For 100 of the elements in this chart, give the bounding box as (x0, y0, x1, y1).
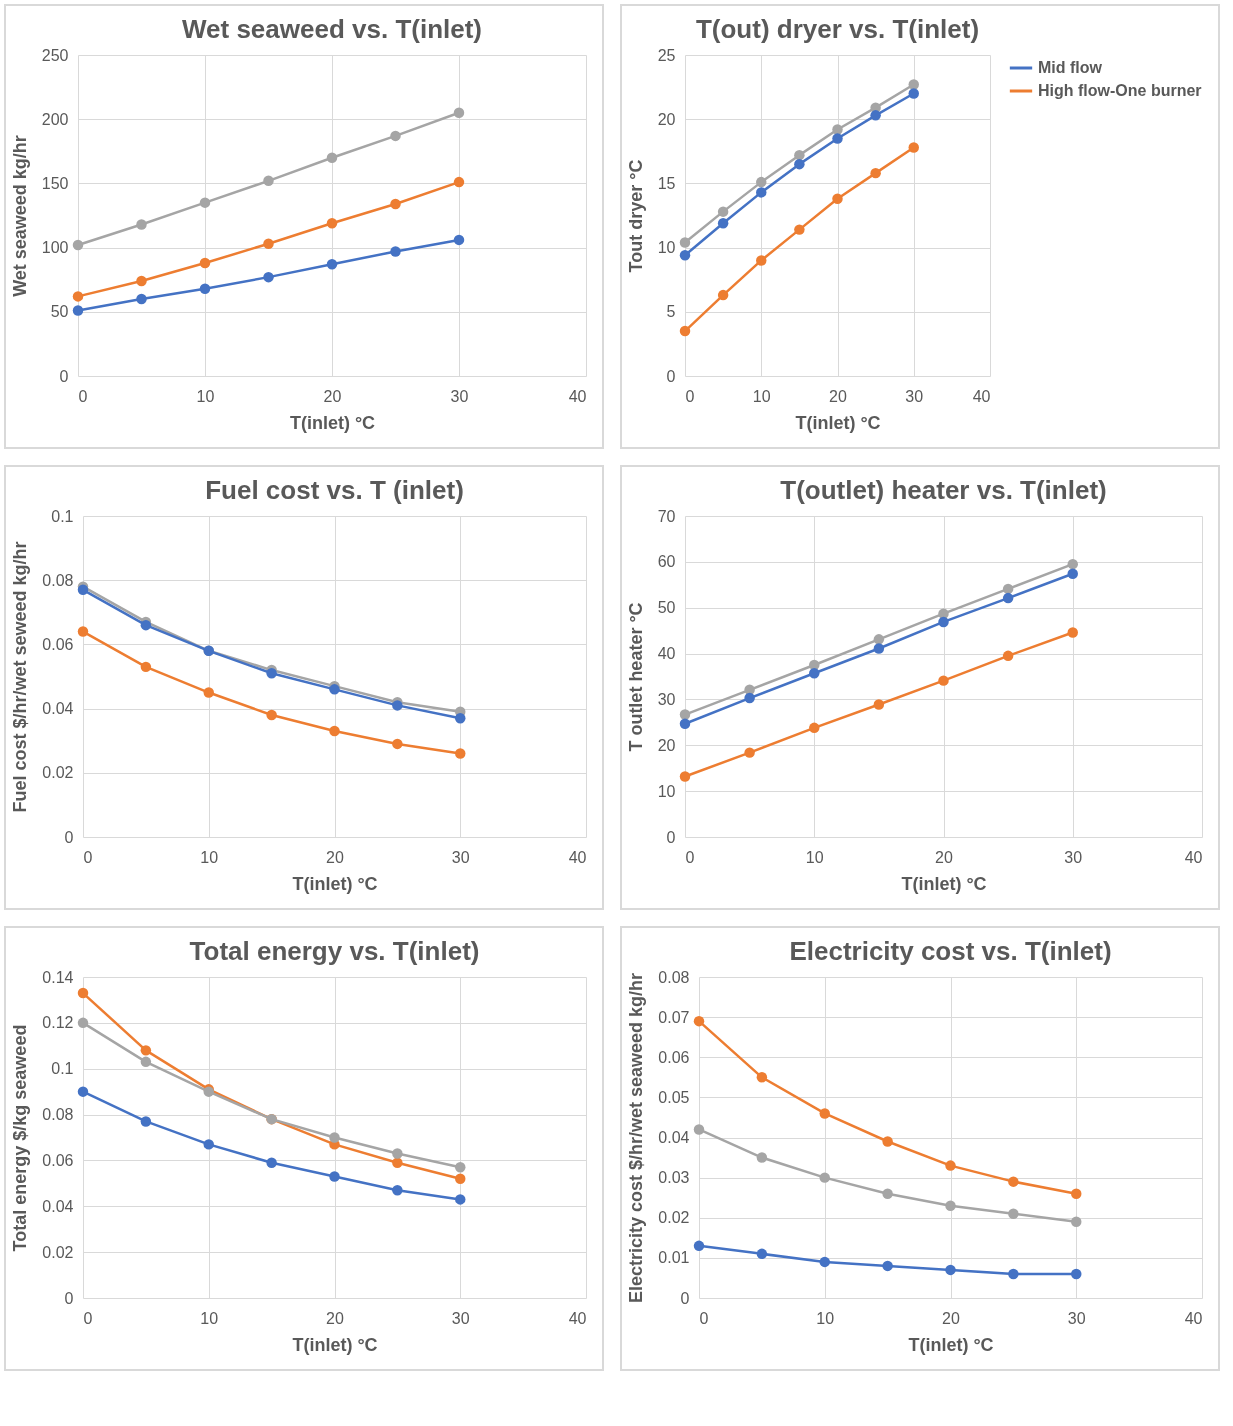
point (945, 1200, 956, 1211)
point (199, 283, 211, 294)
point (679, 771, 691, 782)
x-axis-title: T(inlet) °C (901, 873, 987, 894)
y-tick-label: 0 (64, 828, 74, 846)
point (832, 193, 843, 205)
y-tick-label: 25 (657, 46, 676, 64)
y-tick-label: 0.08 (42, 1106, 74, 1124)
point (72, 291, 84, 302)
chart-title: Wet seaweed vs. T(inlet) (181, 14, 483, 44)
point (77, 626, 89, 637)
point (938, 616, 949, 628)
point (794, 149, 805, 161)
chart-title: Fuel cost vs. T (inlet) (205, 475, 464, 505)
point (908, 88, 919, 99)
y-tick-label: 0 (64, 1289, 74, 1307)
point (199, 257, 211, 269)
point (329, 725, 340, 737)
legend-label: High flow-One burner (1038, 82, 1202, 99)
y-tick-label: 0.08 (658, 968, 690, 986)
point (756, 1072, 768, 1083)
x-tick-label: 10 (752, 387, 771, 405)
point (679, 250, 691, 261)
point (794, 224, 805, 235)
point (140, 1056, 152, 1068)
y-tick-label: 10 (657, 782, 676, 800)
point (819, 1256, 830, 1268)
point (1008, 1208, 1019, 1219)
point (455, 1173, 466, 1185)
point (136, 219, 147, 230)
point (945, 1264, 956, 1276)
x-tick-label: 20 (326, 848, 344, 866)
y-tick-label: 0.02 (658, 1209, 690, 1227)
x-tick-label: 40 (972, 387, 991, 405)
point (72, 239, 84, 251)
point (266, 1157, 277, 1168)
y-tick-label: 0.04 (42, 700, 74, 718)
point (908, 142, 919, 153)
point (938, 608, 949, 619)
y-tick-label: 0.02 (42, 764, 74, 782)
y-axis-title: T outlet heater °C (625, 602, 646, 752)
point (390, 130, 401, 142)
y-tick-label: 0 (59, 367, 69, 385)
y-tick-label: 0.02 (42, 1243, 74, 1261)
point (326, 217, 338, 229)
y-axis-title: Electricity cost $/hr/wet seaweed kg/hr (626, 972, 647, 1304)
point (717, 206, 729, 217)
x-tick-label: 40 (1184, 848, 1203, 866)
x-axis-title: T(inlet) °C (908, 1334, 994, 1355)
point (77, 584, 89, 596)
x-tick-label: 30 (905, 387, 924, 405)
y-tick-label: 0 (666, 367, 676, 385)
point (679, 718, 691, 729)
y-tick-label: 200 (41, 110, 69, 128)
point (882, 1188, 893, 1199)
point (390, 246, 401, 257)
x-tick-label: 30 (450, 387, 469, 405)
point (717, 289, 729, 301)
point (873, 699, 885, 710)
point (794, 158, 805, 170)
point (1002, 583, 1014, 595)
point (390, 198, 401, 210)
point (263, 238, 274, 249)
y-tick-label: 10 (657, 239, 676, 257)
point (392, 700, 403, 711)
point (679, 709, 691, 720)
point (938, 675, 949, 686)
point (873, 643, 885, 654)
y-tick-label: 150 (41, 174, 69, 192)
point (744, 692, 755, 704)
point (77, 1017, 89, 1029)
point (945, 1160, 956, 1171)
point (756, 176, 767, 188)
point (453, 107, 465, 119)
point (392, 1148, 403, 1159)
point (809, 722, 820, 734)
chart-title: T(out) dryer vs. T(inlet) (695, 14, 980, 44)
y-tick-label: 0 (680, 1289, 690, 1307)
point (870, 110, 881, 121)
y-axis-title: Tout dryer °C (625, 159, 646, 273)
point (756, 187, 767, 198)
x-tick-label: 20 (323, 387, 342, 405)
x-axis-title: T(inlet) °C (292, 1334, 378, 1355)
point (329, 1171, 340, 1182)
y-tick-label: 0.12 (42, 1014, 74, 1032)
point (1071, 1268, 1082, 1280)
point (717, 217, 729, 229)
point (870, 167, 881, 179)
y-tick-label: 0.06 (42, 635, 74, 653)
point (455, 1162, 466, 1173)
y-tick-label: 70 (657, 507, 676, 525)
point (77, 1086, 89, 1097)
point (882, 1260, 893, 1272)
y-tick-label: 0.04 (42, 1197, 74, 1215)
point (1002, 650, 1014, 662)
point (455, 713, 466, 724)
point (873, 634, 885, 645)
point (819, 1172, 830, 1183)
chart-title: Total energy vs. T(inlet) (189, 936, 480, 966)
point (453, 234, 465, 246)
